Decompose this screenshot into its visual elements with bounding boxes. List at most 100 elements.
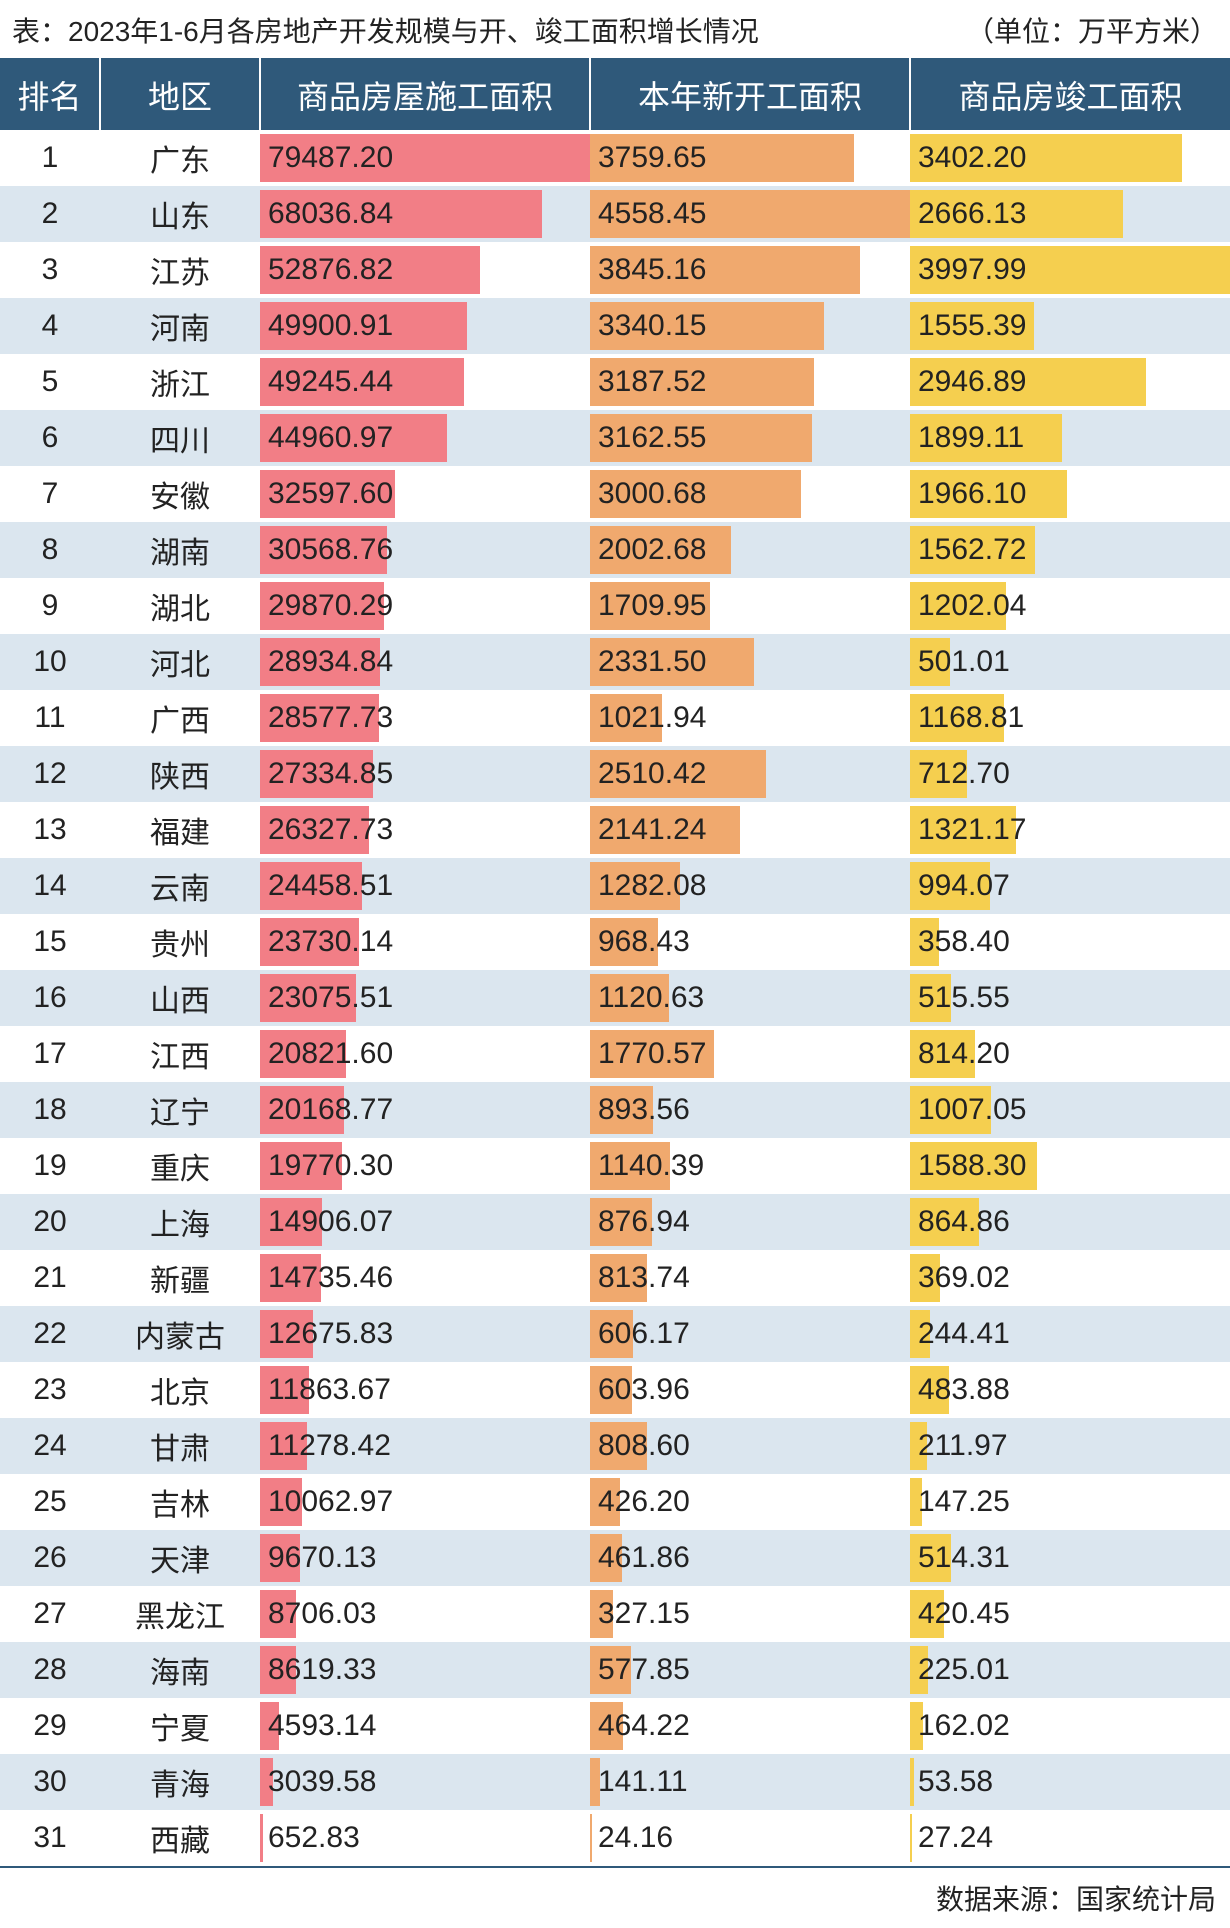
cell-complete: 1555.39 <box>910 298 1230 354</box>
construct-value: 32597.60 <box>260 466 586 522</box>
cell-rank: 26 <box>0 1530 100 1586</box>
cell-newstart: 2141.24 <box>590 802 910 858</box>
cell-complete: 1202.04 <box>910 578 1230 634</box>
cell-complete: 994.07 <box>910 858 1230 914</box>
cell-construct: 79487.20 <box>260 130 590 186</box>
cell-rank: 21 <box>0 1250 100 1306</box>
cell-complete: 358.40 <box>910 914 1230 970</box>
table-row: 10河北28934.842331.50501.01 <box>0 634 1230 690</box>
table-row: 18辽宁20168.77893.561007.05 <box>0 1082 1230 1138</box>
cell-region: 湖南 <box>100 522 260 578</box>
cell-complete: 225.01 <box>910 1642 1230 1698</box>
cell-construct: 9670.13 <box>260 1530 590 1586</box>
cell-construct: 4593.14 <box>260 1698 590 1754</box>
construct-value: 29870.29 <box>260 578 586 634</box>
cell-complete: 514.31 <box>910 1530 1230 1586</box>
table-row: 4河南49900.913340.151555.39 <box>0 298 1230 354</box>
cell-newstart: 1021.94 <box>590 690 910 746</box>
complete-value: 483.88 <box>910 1362 1226 1418</box>
newstart-value: 603.96 <box>590 1362 906 1418</box>
cell-rank: 23 <box>0 1362 100 1418</box>
newstart-value: 2141.24 <box>590 802 906 858</box>
newstart-value: 1709.95 <box>590 578 906 634</box>
cell-construct: 19770.30 <box>260 1138 590 1194</box>
construct-value: 44960.97 <box>260 410 586 466</box>
cell-complete: 864.86 <box>910 1194 1230 1250</box>
cell-rank: 28 <box>0 1642 100 1698</box>
cell-rank: 18 <box>0 1082 100 1138</box>
table-row: 8湖南30568.762002.681562.72 <box>0 522 1230 578</box>
cell-newstart: 1120.63 <box>590 970 910 1026</box>
cell-complete: 1007.05 <box>910 1082 1230 1138</box>
cell-rank: 17 <box>0 1026 100 1082</box>
cell-rank: 19 <box>0 1138 100 1194</box>
cell-region: 福建 <box>100 802 260 858</box>
cell-rank: 27 <box>0 1586 100 1642</box>
cell-rank: 10 <box>0 634 100 690</box>
construct-value: 23075.51 <box>260 970 586 1026</box>
table-title: 表：2023年1-6月各房地产开发规模与开、竣工面积增长情况 <box>12 10 759 50</box>
cell-rank: 9 <box>0 578 100 634</box>
construct-value: 23730.14 <box>260 914 586 970</box>
cell-rank: 30 <box>0 1754 100 1810</box>
newstart-value: 464.22 <box>590 1698 906 1754</box>
table-row: 2山东68036.844558.452666.13 <box>0 186 1230 242</box>
cell-complete: 814.20 <box>910 1026 1230 1082</box>
cell-region: 贵州 <box>100 914 260 970</box>
cell-region: 江西 <box>100 1026 260 1082</box>
cell-complete: 2666.13 <box>910 186 1230 242</box>
table-unit: （单位：万平方米） <box>966 10 1218 50</box>
cell-construct: 8619.33 <box>260 1642 590 1698</box>
cell-region: 河北 <box>100 634 260 690</box>
cell-region: 西藏 <box>100 1810 260 1866</box>
cell-newstart: 603.96 <box>590 1362 910 1418</box>
table-row: 25吉林10062.97426.20147.25 <box>0 1474 1230 1530</box>
cell-construct: 3039.58 <box>260 1754 590 1810</box>
cell-region: 浙江 <box>100 354 260 410</box>
table-row: 22内蒙古12675.83606.17244.41 <box>0 1306 1230 1362</box>
cell-region: 广东 <box>100 130 260 186</box>
complete-value: 1321.17 <box>910 802 1226 858</box>
cell-region: 海南 <box>100 1642 260 1698</box>
cell-complete: 1899.11 <box>910 410 1230 466</box>
cell-region: 湖北 <box>100 578 260 634</box>
cell-construct: 23730.14 <box>260 914 590 970</box>
complete-value: 358.40 <box>910 914 1226 970</box>
cell-rank: 15 <box>0 914 100 970</box>
newstart-value: 3845.16 <box>590 242 906 298</box>
cell-construct: 68036.84 <box>260 186 590 242</box>
newstart-value: 327.15 <box>590 1586 906 1642</box>
col-header-rank: 排名 <box>0 59 100 130</box>
cell-newstart: 813.74 <box>590 1250 910 1306</box>
complete-value: 225.01 <box>910 1642 1226 1698</box>
cell-rank: 16 <box>0 970 100 1026</box>
complete-value: 3997.99 <box>910 242 1226 298</box>
cell-newstart: 2510.42 <box>590 746 910 802</box>
cell-complete: 1168.81 <box>910 690 1230 746</box>
cell-newstart: 3340.15 <box>590 298 910 354</box>
data-source: 数据来源：国家统计局 <box>0 1866 1230 1928</box>
complete-value: 864.86 <box>910 1194 1226 1250</box>
cell-region: 广西 <box>100 690 260 746</box>
cell-newstart: 327.15 <box>590 1586 910 1642</box>
newstart-value: 1770.57 <box>590 1026 906 1082</box>
cell-complete: 1966.10 <box>910 466 1230 522</box>
newstart-value: 3340.15 <box>590 298 906 354</box>
cell-newstart: 893.56 <box>590 1082 910 1138</box>
newstart-value: 1021.94 <box>590 690 906 746</box>
construct-value: 52876.82 <box>260 242 586 298</box>
cell-newstart: 3000.68 <box>590 466 910 522</box>
complete-value: 420.45 <box>910 1586 1226 1642</box>
construct-value: 20821.60 <box>260 1026 586 1082</box>
newstart-value: 2331.50 <box>590 634 906 690</box>
cell-newstart: 4558.45 <box>590 186 910 242</box>
cell-construct: 28577.73 <box>260 690 590 746</box>
table-row: 5浙江49245.443187.522946.89 <box>0 354 1230 410</box>
cell-complete: 211.97 <box>910 1418 1230 1474</box>
table-row: 15贵州23730.14968.43358.40 <box>0 914 1230 970</box>
cell-newstart: 461.86 <box>590 1530 910 1586</box>
cell-newstart: 1282.08 <box>590 858 910 914</box>
cell-newstart: 577.85 <box>590 1642 910 1698</box>
cell-construct: 29870.29 <box>260 578 590 634</box>
construct-value: 20168.77 <box>260 1082 586 1138</box>
